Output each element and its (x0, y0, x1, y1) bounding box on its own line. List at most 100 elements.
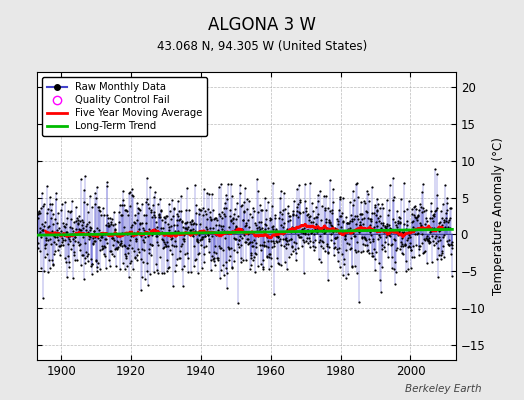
Point (113, 233, 122, 240)
Point (66, 232, 74, 239)
Point (428, 233, 436, 240)
Point (93, 225, 101, 231)
Point (368, 250, 376, 256)
Point (58, 237, 67, 244)
Point (37, 265, 46, 271)
Point (55, 225, 63, 231)
Point (342, 246, 350, 253)
Point (36, 229, 45, 235)
Point (97, 234, 105, 240)
Point (39, 227, 47, 233)
Point (51, 248, 59, 254)
Point (368, 184, 377, 191)
Point (176, 248, 184, 254)
Point (33, 158, 41, 164)
Point (107, 234, 116, 241)
Point (174, 212, 182, 219)
Point (86, 263, 95, 270)
Point (114, 232, 122, 238)
Point (64, 208, 72, 214)
Point (291, 257, 300, 264)
Point (417, 222, 425, 228)
Point (294, 234, 303, 240)
Point (447, 273, 456, 279)
Point (67, 216, 75, 222)
Point (171, 230, 180, 236)
Point (219, 222, 227, 229)
Point (84, 228, 92, 235)
Point (285, 213, 293, 220)
Point (327, 237, 335, 244)
Point (448, 238, 456, 245)
Point (242, 257, 250, 263)
Point (38, 190, 47, 196)
Point (242, 239, 250, 246)
Point (383, 197, 391, 203)
Point (437, 208, 445, 214)
Point (246, 252, 255, 258)
Point (168, 196, 176, 203)
Point (402, 206, 411, 212)
Point (185, 230, 194, 236)
Point (79, 252, 88, 258)
Point (130, 218, 138, 225)
Point (169, 205, 178, 212)
Point (266, 217, 274, 223)
Point (48, 221, 57, 228)
Point (135, 226, 143, 232)
Point (310, 230, 318, 237)
Point (43, 210, 51, 216)
Point (361, 236, 369, 242)
Point (406, 244, 414, 250)
Point (103, 183, 111, 189)
Point (386, 182, 394, 188)
Point (122, 252, 130, 259)
Point (114, 244, 122, 250)
Point (67, 208, 75, 214)
Point (117, 238, 125, 244)
Point (266, 214, 275, 221)
Point (80, 173, 89, 180)
Point (433, 256, 442, 262)
Point (219, 247, 227, 254)
Point (114, 231, 123, 238)
Point (404, 266, 412, 272)
Point (265, 251, 274, 258)
Point (297, 222, 305, 228)
Point (269, 226, 278, 232)
Point (152, 260, 160, 267)
Point (226, 213, 234, 220)
Point (256, 202, 264, 208)
Point (234, 241, 242, 247)
Point (208, 253, 216, 259)
Point (203, 216, 212, 222)
Point (335, 244, 343, 251)
Point (278, 211, 287, 218)
Point (254, 233, 263, 240)
Point (391, 236, 400, 243)
Point (280, 242, 288, 249)
Point (260, 239, 269, 246)
Point (399, 243, 408, 249)
Point (81, 260, 90, 266)
Point (396, 219, 405, 226)
Point (227, 244, 236, 251)
Point (370, 209, 378, 216)
Point (356, 222, 365, 228)
Point (169, 282, 177, 289)
Point (108, 222, 117, 228)
Point (384, 241, 392, 247)
Point (181, 250, 190, 257)
Point (215, 222, 224, 229)
Point (65, 236, 73, 243)
Point (46, 265, 54, 271)
Point (241, 185, 249, 192)
Point (138, 258, 147, 265)
Point (227, 218, 235, 224)
Point (222, 205, 231, 211)
Point (191, 228, 200, 234)
Point (78, 222, 86, 228)
Point (34, 211, 42, 217)
Point (233, 200, 241, 206)
Point (205, 236, 214, 243)
